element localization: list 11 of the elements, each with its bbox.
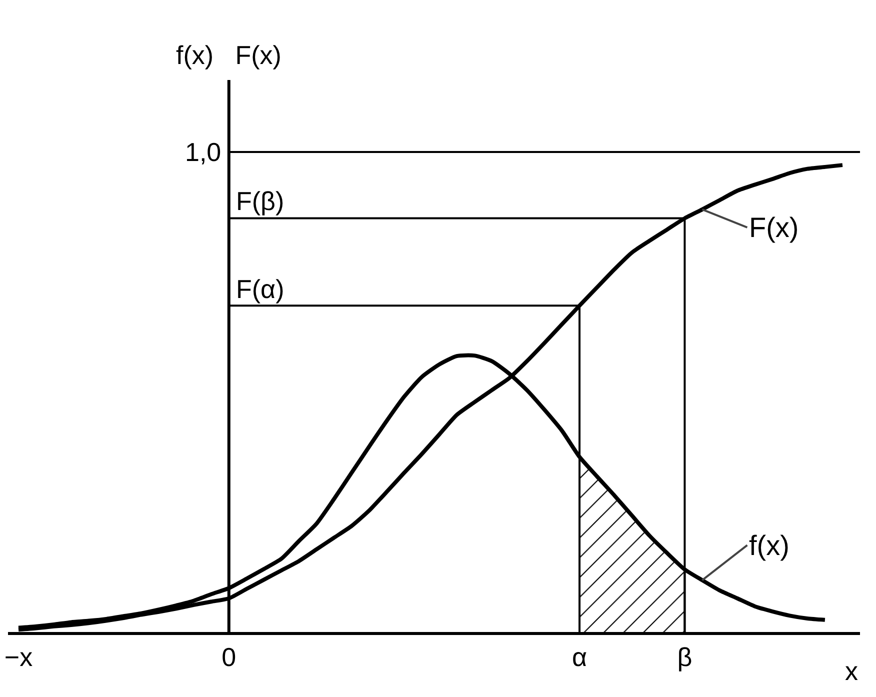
x-tick-label: −x [4,642,33,672]
x-tick-label: α [572,642,588,672]
ref-line-label: 1,0 [185,137,222,167]
series-label: f(x) [749,530,790,561]
x-axis-title: x [845,656,858,686]
x-tick-label: 0 [222,642,236,672]
x-tick-label: β [677,642,692,672]
ref-line-label: F(β) [236,186,284,216]
series-label: F(x) [749,212,799,243]
ref-line-label: F(α) [236,274,284,304]
y-axis-title: f(x) F(x) [176,40,282,70]
